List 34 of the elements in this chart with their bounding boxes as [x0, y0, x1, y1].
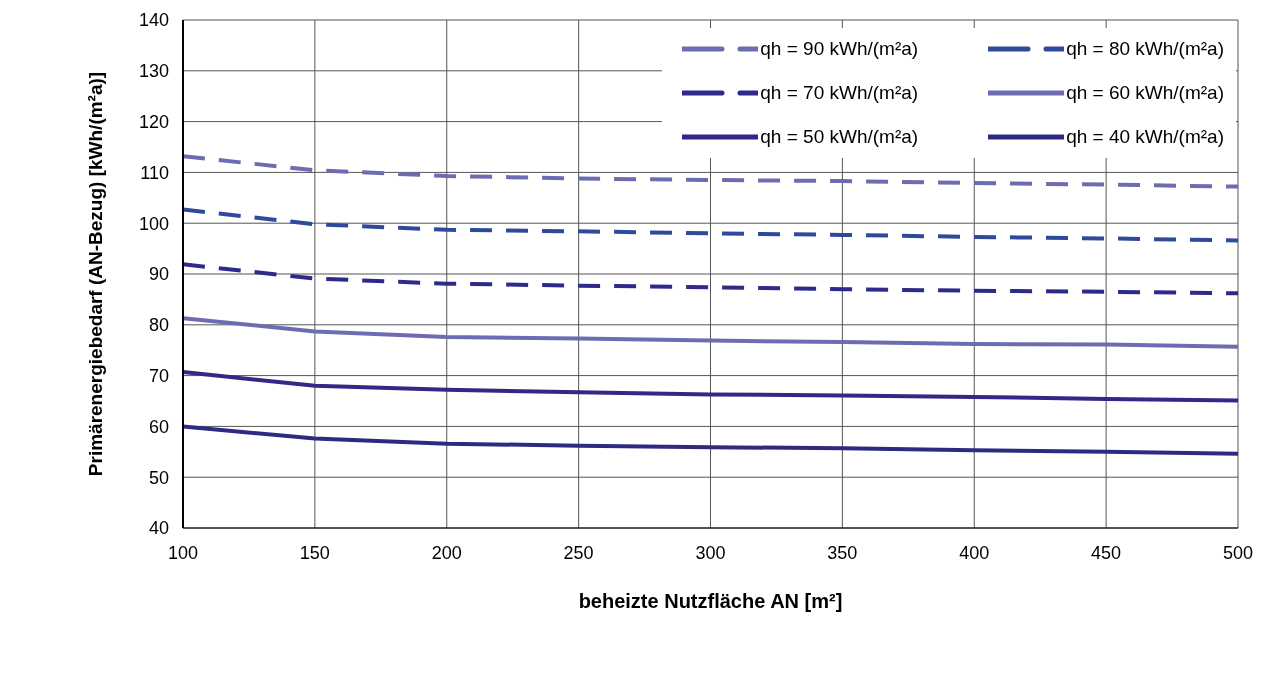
legend-label: qh = 80 kWh/(m²a): [1066, 38, 1224, 60]
y-tick-label: 130: [138, 61, 169, 82]
y-tick-label: 60: [148, 416, 169, 437]
x-tick-label: 350: [827, 542, 858, 563]
x-tick-label: 500: [1222, 542, 1254, 563]
line-series: [183, 370, 1238, 403]
x-tick-label: 200: [431, 542, 462, 563]
x-tick-label: 150: [299, 542, 330, 563]
y-tick-label: 120: [138, 111, 169, 132]
x-axis-title: beheizte Nutzfläche AN [m²]: [578, 590, 843, 612]
y-axis-title: Primärenergiebedarf (AN-Bezug) [kWh/(m²a)]: [84, 71, 106, 477]
legend-label: qh = 60 kWh/(m²a): [1066, 82, 1224, 104]
x-tick-label: 400: [959, 542, 990, 563]
line-series: [183, 424, 1238, 456]
line-series: [183, 262, 1238, 296]
y-tick-label: 50: [148, 467, 169, 488]
y-tick-label: 140: [138, 10, 169, 31]
y-tick-label: 40: [148, 518, 169, 539]
legend-label: qh = 70 kWh/(m²a): [760, 82, 919, 104]
legend-label: qh = 40 kWh/(m²a): [1066, 126, 1224, 148]
y-tick-label: 100: [138, 213, 169, 234]
x-tick-label: 250: [563, 542, 594, 563]
legend-label: qh = 50 kWh/(m²a): [760, 126, 919, 148]
line-series: [183, 207, 1238, 243]
x-tick-label: 450: [1091, 542, 1122, 563]
line-series: [183, 316, 1238, 349]
line-series: [183, 154, 1238, 189]
x-tick-label: 300: [695, 542, 726, 563]
y-tick-label: 90: [148, 264, 169, 285]
y-tick-label: 80: [148, 315, 169, 336]
y-tick-label: 70: [148, 365, 169, 386]
y-tick-label: 110: [140, 162, 169, 183]
legend-label: qh = 90 kWh/(m²a): [760, 38, 919, 60]
x-tick-label: 100: [167, 542, 199, 563]
